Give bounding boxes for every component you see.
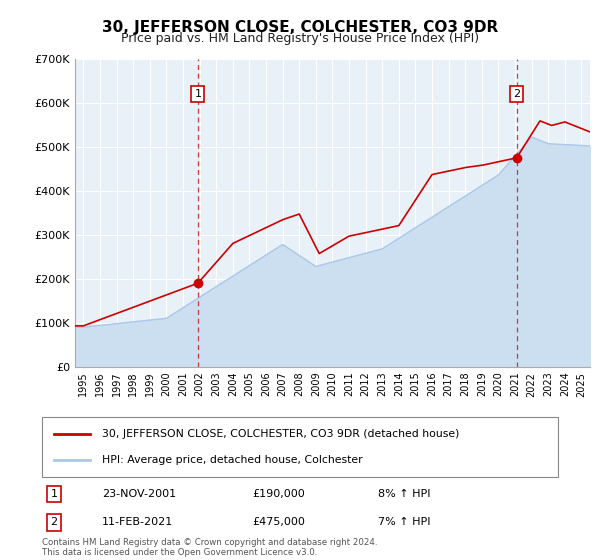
Text: HPI: Average price, detached house, Colchester: HPI: Average price, detached house, Colc… xyxy=(102,455,362,465)
Text: 8% ↑ HPI: 8% ↑ HPI xyxy=(378,489,431,499)
Text: 11-FEB-2021: 11-FEB-2021 xyxy=(102,517,173,528)
Text: 30, JEFFERSON CLOSE, COLCHESTER, CO3 9DR (detached house): 30, JEFFERSON CLOSE, COLCHESTER, CO3 9DR… xyxy=(102,429,460,439)
Text: 23-NOV-2001: 23-NOV-2001 xyxy=(102,489,176,499)
Text: 1: 1 xyxy=(50,489,58,499)
Text: 1: 1 xyxy=(194,89,202,99)
Text: 2: 2 xyxy=(513,89,520,99)
Text: Price paid vs. HM Land Registry's House Price Index (HPI): Price paid vs. HM Land Registry's House … xyxy=(121,32,479,45)
Text: 30, JEFFERSON CLOSE, COLCHESTER, CO3 9DR: 30, JEFFERSON CLOSE, COLCHESTER, CO3 9DR xyxy=(102,20,498,35)
Text: 7% ↑ HPI: 7% ↑ HPI xyxy=(378,517,431,528)
Text: £475,000: £475,000 xyxy=(252,517,305,528)
Text: 2: 2 xyxy=(50,517,58,528)
Text: £190,000: £190,000 xyxy=(252,489,305,499)
Text: Contains HM Land Registry data © Crown copyright and database right 2024.
This d: Contains HM Land Registry data © Crown c… xyxy=(42,538,377,557)
